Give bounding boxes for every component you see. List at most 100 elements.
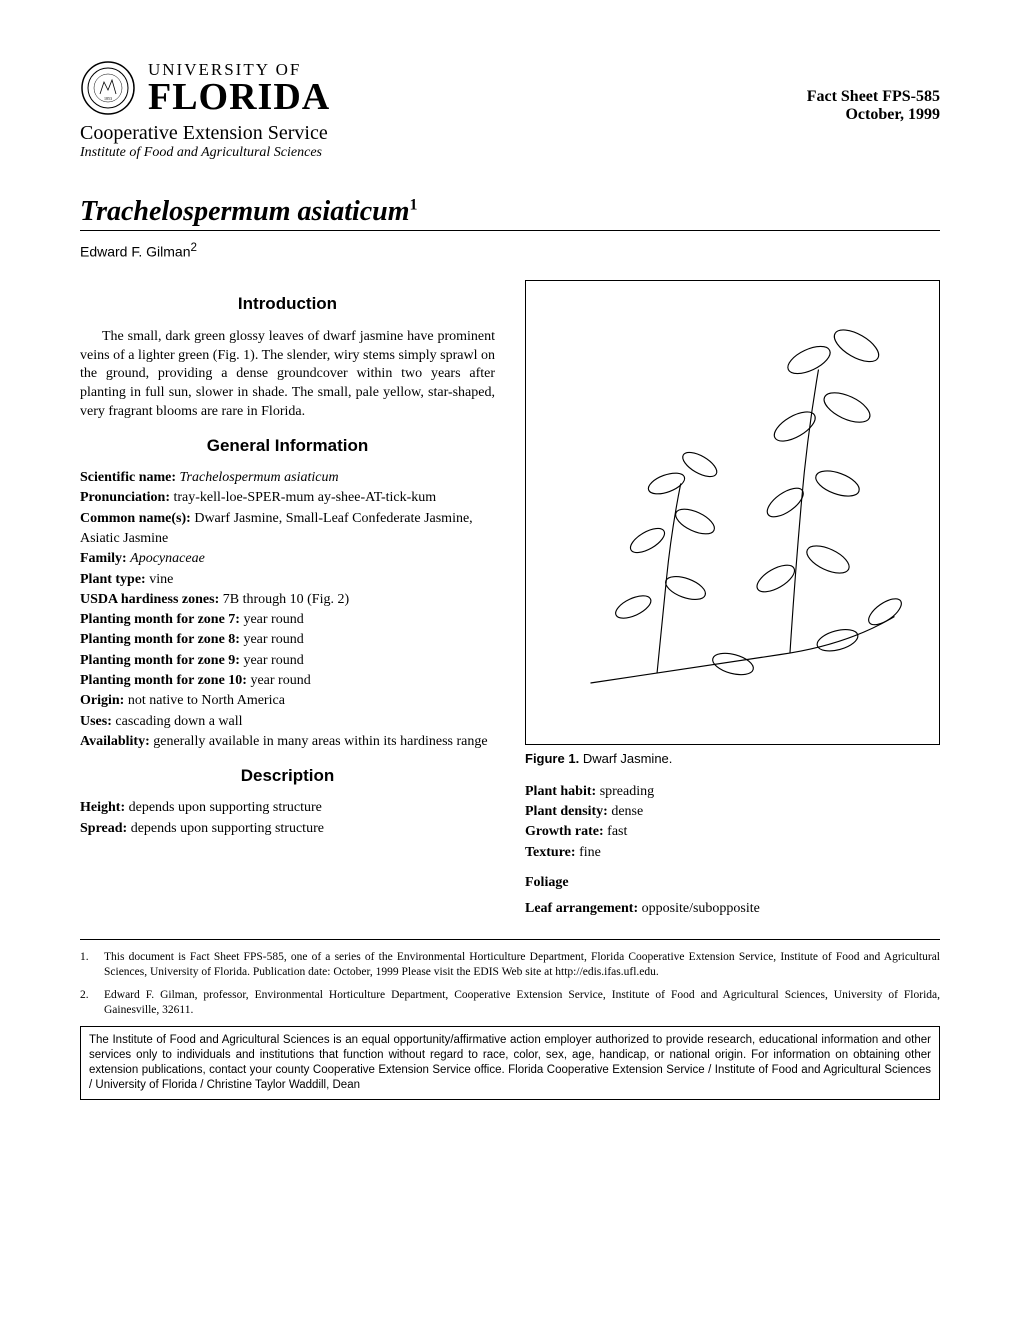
origin-label: Origin: bbox=[80, 693, 124, 708]
sci-name-label: Scientific name: bbox=[80, 470, 176, 485]
usda-row: USDA hardiness zones: 7B through 10 (Fig… bbox=[80, 590, 495, 610]
svg-text:1853: 1853 bbox=[104, 96, 112, 101]
sci-name-value: Trachelospermum asiaticum bbox=[180, 470, 339, 485]
fn2-num: 2. bbox=[80, 988, 104, 1018]
footnote-1: 1. This document is Fact Sheet FPS-585, … bbox=[80, 950, 940, 980]
common-name-row: Common name(s): Dwarf Jasmine, Small-Lea… bbox=[80, 509, 495, 550]
intro-paragraph: The small, dark green glossy leaves of d… bbox=[80, 328, 495, 422]
leaf-row: Leaf arrangement: opposite/subopposite bbox=[525, 899, 940, 919]
pm8-label: Planting month for zone 8: bbox=[80, 632, 240, 647]
figure-caption-bold: Figure 1. bbox=[525, 751, 579, 766]
avail-value: generally available in many areas within… bbox=[153, 734, 487, 749]
university-text: UNIVERSITY OF FLORIDA bbox=[148, 61, 330, 116]
document-title: Trachelospermum asiaticum1 bbox=[80, 196, 940, 231]
pm9-value: year round bbox=[243, 653, 303, 668]
figure-caption: Figure 1. Dwarf Jasmine. bbox=[525, 751, 940, 766]
disclaimer-box: The Institute of Food and Agricultural S… bbox=[80, 1026, 940, 1100]
pm10-row: Planting month for zone 10: year round bbox=[80, 671, 495, 691]
pm9-row: Planting month for zone 9: year round bbox=[80, 651, 495, 671]
florida-label: FLORIDA bbox=[148, 78, 330, 116]
origin-row: Origin: not native to North America bbox=[80, 691, 495, 711]
pm9-label: Planting month for zone 9: bbox=[80, 653, 240, 668]
leaf-value: opposite/subopposite bbox=[642, 901, 760, 916]
growth-value: fast bbox=[607, 824, 627, 839]
intro-heading: Introduction bbox=[80, 294, 495, 314]
logo-top: 1853 UNIVERSITY OF FLORIDA bbox=[80, 60, 330, 116]
uses-label: Uses: bbox=[80, 714, 112, 729]
pm10-label: Planting month for zone 10: bbox=[80, 673, 247, 688]
geninfo-heading: General Information bbox=[80, 436, 495, 456]
plant-type-row: Plant type: vine bbox=[80, 570, 495, 590]
uses-row: Uses: cascading down a wall bbox=[80, 712, 495, 732]
logo-block: 1853 UNIVERSITY OF FLORIDA Cooperative E… bbox=[80, 60, 330, 161]
pron-value: tray-kell-loe-SPER-mum ay-shee-AT-tick-k… bbox=[173, 490, 436, 505]
fn1-num: 1. bbox=[80, 950, 104, 980]
pm7-row: Planting month for zone 7: year round bbox=[80, 610, 495, 630]
left-column: Introduction The small, dark green gloss… bbox=[80, 280, 495, 919]
density-row: Plant density: dense bbox=[525, 802, 940, 822]
origin-value: not native to North America bbox=[128, 693, 285, 708]
general-info-list: Scientific name: Trachelospermum asiatic… bbox=[80, 468, 495, 752]
plant-illustration-icon bbox=[543, 292, 923, 732]
desc-list-left: Height: depends upon supporting structur… bbox=[80, 798, 495, 839]
texture-value: fine bbox=[579, 845, 601, 860]
desc-list-right: Plant habit: spreading Plant density: de… bbox=[525, 782, 940, 863]
pm7-value: year round bbox=[243, 612, 303, 627]
height-row: Height: depends upon supporting structur… bbox=[80, 798, 495, 818]
intro-text: The small, dark green glossy leaves of d… bbox=[80, 329, 495, 420]
institute-label: Institute of Food and Agricultural Scien… bbox=[80, 145, 330, 161]
growth-label: Growth rate: bbox=[525, 824, 604, 839]
page: 1853 UNIVERSITY OF FLORIDA Cooperative E… bbox=[0, 0, 1020, 1320]
usda-label: USDA hardiness zones: bbox=[80, 592, 219, 607]
density-value: dense bbox=[611, 804, 643, 819]
family-value: Apocynaceae bbox=[130, 551, 205, 566]
pm10-value: year round bbox=[250, 673, 310, 688]
fn1-text: This document is Fact Sheet FPS-585, one… bbox=[104, 950, 940, 980]
ptype-value: vine bbox=[149, 572, 173, 587]
figure-caption-text: Dwarf Jasmine. bbox=[583, 751, 673, 766]
height-label: Height: bbox=[80, 800, 125, 815]
spread-value: depends upon supporting structure bbox=[131, 821, 324, 836]
footnote-2: 2. Edward F. Gilman, professor, Environm… bbox=[80, 988, 940, 1018]
spread-label: Spread: bbox=[80, 821, 127, 836]
family-label: Family: bbox=[80, 551, 127, 566]
header-right: Fact Sheet FPS-585 October, 1999 bbox=[807, 60, 940, 124]
uses-value: cascading down a wall bbox=[115, 714, 242, 729]
foliage-heading: Foliage bbox=[525, 875, 940, 891]
pm8-value: year round bbox=[243, 632, 303, 647]
height-value: depends upon supporting structure bbox=[129, 800, 322, 815]
publication-date: October, 1999 bbox=[807, 106, 940, 124]
author-name: Edward F. Gilman bbox=[80, 244, 190, 260]
right-column: Figure 1. Dwarf Jasmine. Plant habit: sp… bbox=[525, 280, 940, 919]
pronunciation-row: Pronunciation: tray-kell-loe-SPER-mum ay… bbox=[80, 488, 495, 508]
title-block: Trachelospermum asiaticum1 Edward F. Gil… bbox=[80, 196, 940, 260]
fact-sheet-number: Fact Sheet FPS-585 bbox=[807, 88, 940, 106]
texture-label: Texture: bbox=[525, 845, 576, 860]
usda-value: 7B through 10 (Fig. 2) bbox=[223, 592, 349, 607]
habit-label: Plant habit: bbox=[525, 784, 596, 799]
avail-label: Availablity: bbox=[80, 734, 150, 749]
habit-row: Plant habit: spreading bbox=[525, 782, 940, 802]
fn2-text: Edward F. Gilman, professor, Environment… bbox=[104, 988, 940, 1018]
density-label: Plant density: bbox=[525, 804, 608, 819]
university-of-label: UNIVERSITY OF bbox=[148, 61, 330, 78]
availability-row: Availablity: generally available in many… bbox=[80, 732, 495, 752]
author-footnote-ref: 2 bbox=[190, 241, 196, 254]
header: 1853 UNIVERSITY OF FLORIDA Cooperative E… bbox=[80, 60, 940, 161]
ptype-label: Plant type: bbox=[80, 572, 146, 587]
content-columns: Introduction The small, dark green gloss… bbox=[80, 280, 940, 919]
foliage-list: Leaf arrangement: opposite/subopposite bbox=[525, 899, 940, 919]
spread-row: Spread: depends upon supporting structur… bbox=[80, 819, 495, 839]
pron-label: Pronunciation: bbox=[80, 490, 170, 505]
pm7-label: Planting month for zone 7: bbox=[80, 612, 240, 627]
family-row: Family: Apocynaceae bbox=[80, 549, 495, 569]
sci-name-row: Scientific name: Trachelospermum asiatic… bbox=[80, 468, 495, 488]
texture-row: Texture: fine bbox=[525, 843, 940, 863]
footnotes: 1. This document is Fact Sheet FPS-585, … bbox=[80, 939, 940, 1100]
leaf-label: Leaf arrangement: bbox=[525, 901, 638, 916]
coop-extension-label: Cooperative Extension Service bbox=[80, 122, 330, 145]
university-seal-icon: 1853 bbox=[80, 60, 136, 116]
disclaimer-text: The Institute of Food and Agricultural S… bbox=[89, 1034, 931, 1091]
growth-row: Growth rate: fast bbox=[525, 822, 940, 842]
figure-box bbox=[525, 280, 940, 745]
